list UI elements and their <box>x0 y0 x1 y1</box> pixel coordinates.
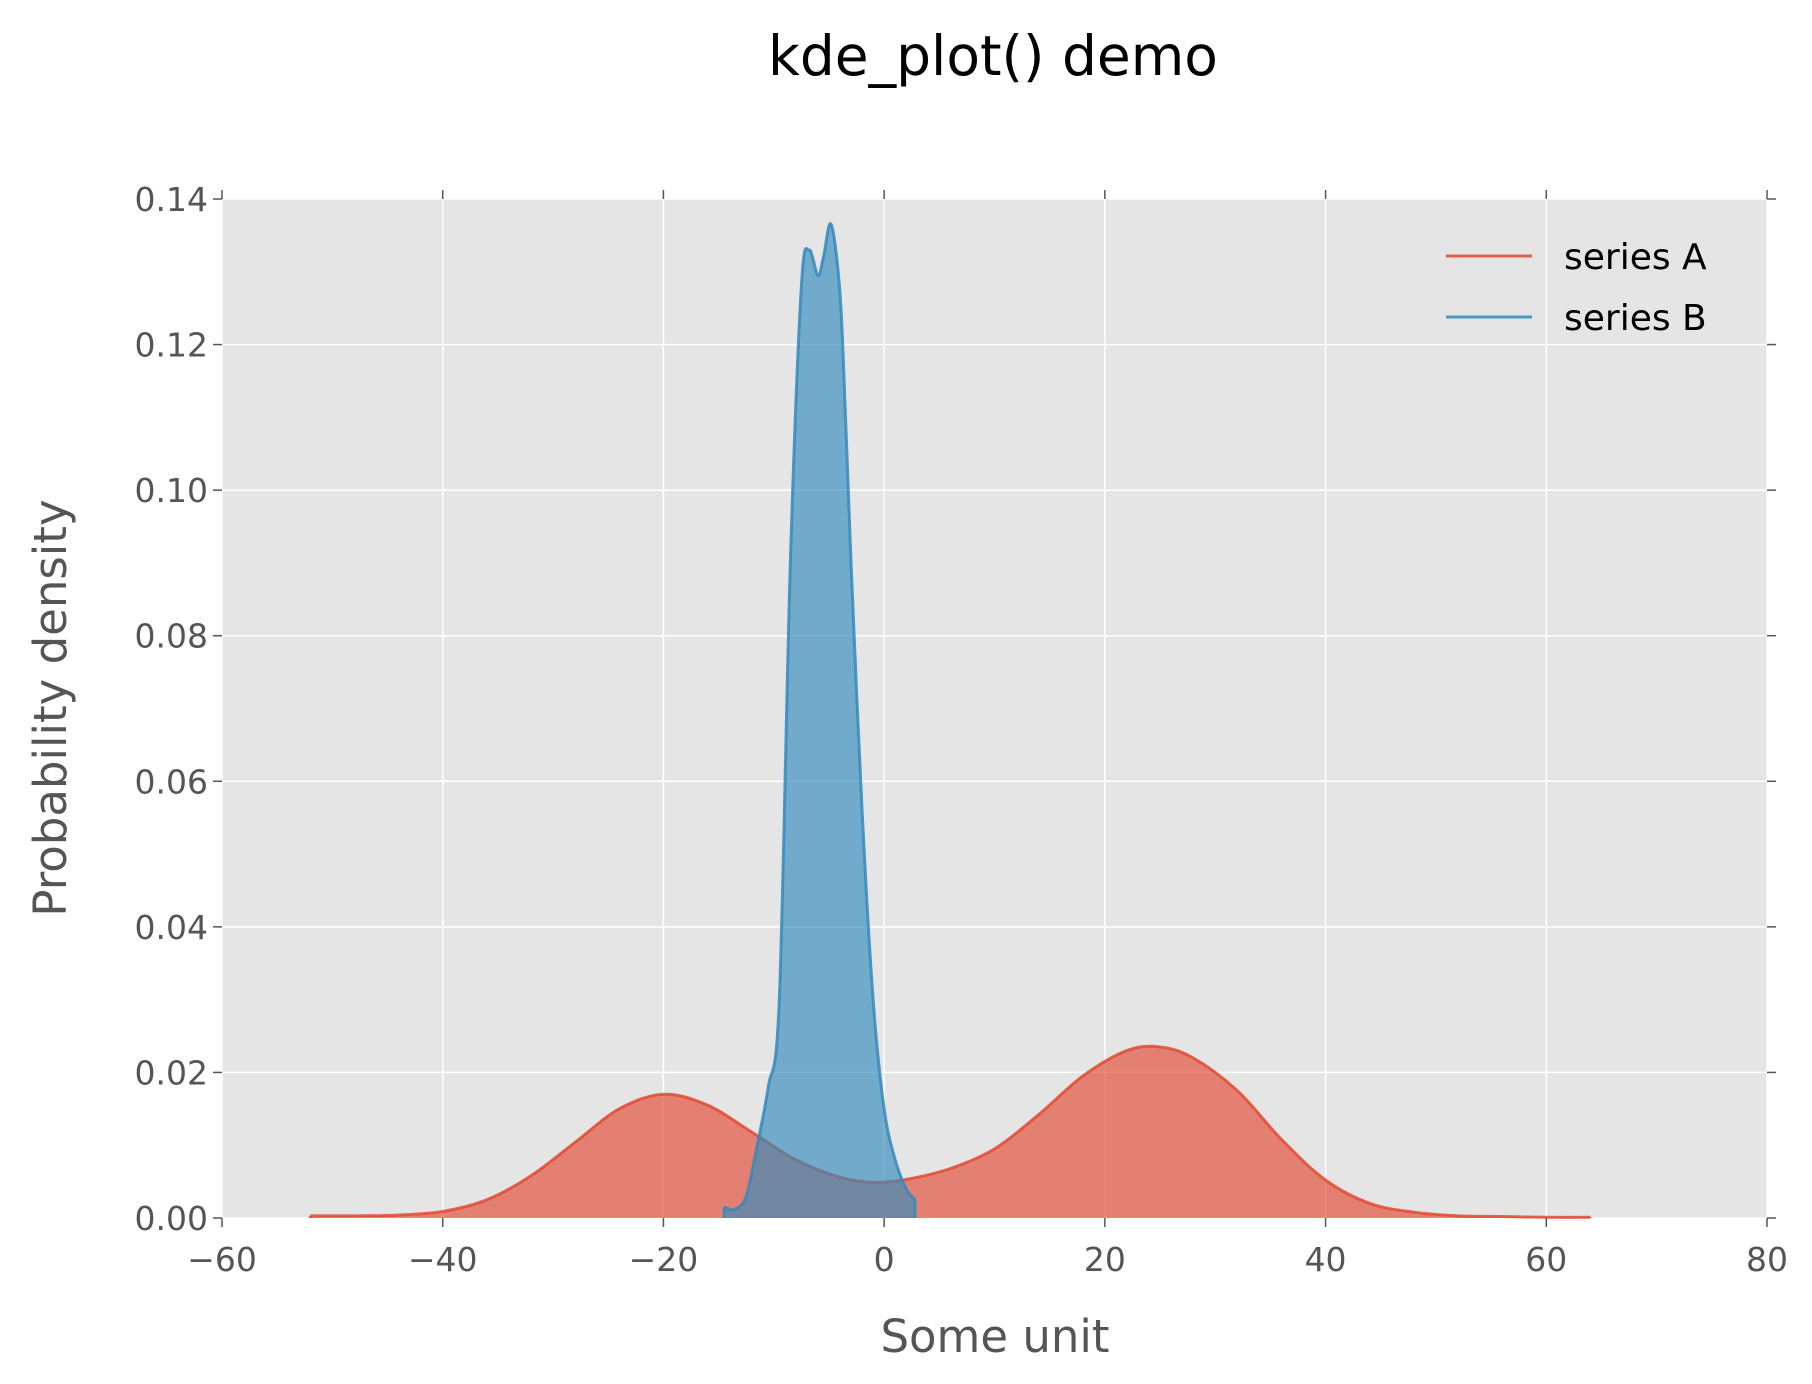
series-layer <box>308 222 1592 1219</box>
y-tick-label: 0.04 <box>135 908 208 947</box>
gridlines <box>221 198 1768 1219</box>
ticks-layer <box>213 190 1776 1227</box>
x-tick-labels: −60 −40 −20 0 20 40 60 80 <box>187 1240 1788 1279</box>
series-a-fill <box>310 1046 1591 1218</box>
series-b-fill <box>724 223 916 1218</box>
series-b-line <box>723 222 917 1212</box>
y-tick-labels: 0.00 0.02 0.04 0.06 0.08 0.10 0.12 0.14 <box>135 180 208 1238</box>
y-tick-label: 0.14 <box>135 180 208 219</box>
x-tick-label: 0 <box>874 1240 895 1279</box>
x-tick-label: 20 <box>1084 1240 1126 1279</box>
y-axis-label: Probability density <box>24 499 77 916</box>
series-a-line <box>310 1044 1591 1219</box>
y-tick-label: 0.12 <box>135 326 208 365</box>
legend: series A series B <box>1446 237 1707 339</box>
y-tick-label: 0.02 <box>135 1053 208 1092</box>
x-tick-label: 80 <box>1746 1240 1788 1279</box>
y-tick-label: 0.10 <box>135 471 208 510</box>
legend-label-series-a: series A <box>1564 237 1707 278</box>
plot-area <box>222 199 1767 1218</box>
x-axis-label: Some unit <box>880 1310 1109 1363</box>
x-tick-label: 40 <box>1305 1240 1347 1279</box>
x-tick-label: 60 <box>1525 1240 1567 1279</box>
chart-title: kde_plot() demo <box>768 24 1218 88</box>
y-tick-label: 0.08 <box>135 617 208 656</box>
x-tick-label: −40 <box>408 1240 478 1279</box>
legend-label-series-b: series B <box>1564 298 1707 339</box>
x-tick-label: −60 <box>187 1240 257 1279</box>
x-tick-label: −20 <box>629 1240 699 1279</box>
y-tick-label: 0.00 <box>135 1199 208 1238</box>
y-tick-label: 0.06 <box>135 762 208 801</box>
